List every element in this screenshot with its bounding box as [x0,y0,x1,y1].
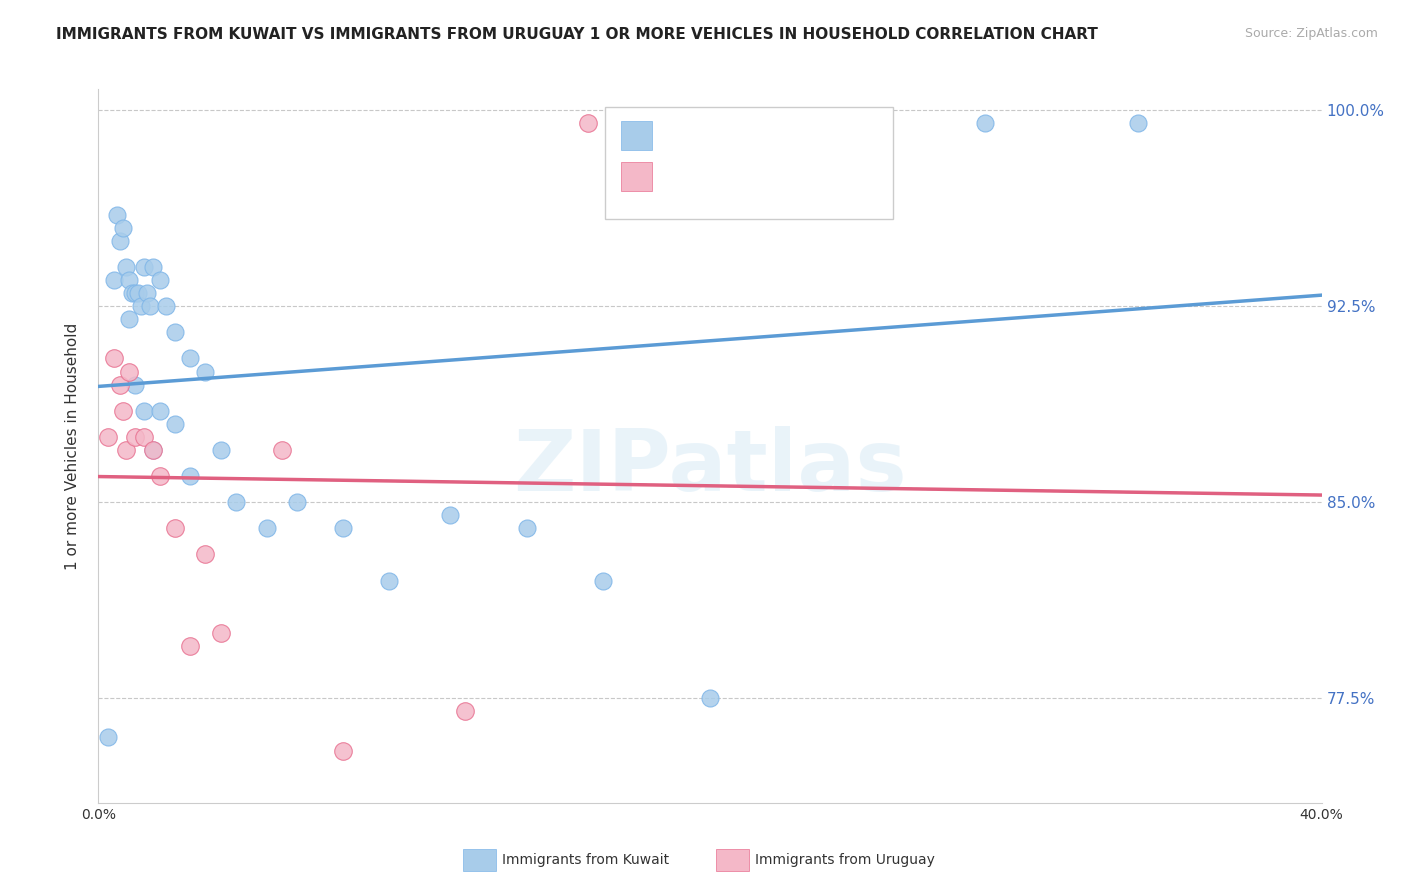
Point [115,442,138,457]
Point [118,273,141,287]
Point [149,403,172,417]
Y-axis label: 1 or more Vehicles in Household: 1 or more Vehicles in Household [65,322,80,570]
Point [149,273,172,287]
Point [225,495,247,509]
Text: R = 0.525   N = 18: R = 0.525 N = 18 [659,165,844,183]
Point [163,326,186,340]
Point [179,351,201,366]
Point [516,521,538,535]
Point [127,286,149,301]
Point [111,220,134,235]
Point [149,469,172,483]
Point [103,351,125,366]
Point [134,430,156,444]
Point [332,521,354,535]
Point [134,260,156,274]
Text: R = 0.094   N = 40: R = 0.094 N = 40 [659,125,844,143]
Point [111,403,134,417]
Point [115,260,138,274]
Point [439,508,461,523]
Text: IMMIGRANTS FROM KUWAIT VS IMMIGRANTS FROM URUGUAY 1 OR MORE VEHICLES IN HOUSEHOL: IMMIGRANTS FROM KUWAIT VS IMMIGRANTS FRO… [56,27,1098,42]
Point [209,626,232,640]
Point [118,364,141,378]
Point [142,442,165,457]
Point [103,273,125,287]
Text: Immigrants from Kuwait: Immigrants from Kuwait [502,853,669,867]
Point [194,364,217,378]
Point [256,521,278,535]
Point [142,260,165,274]
Point [270,442,292,457]
Point [163,521,186,535]
Point [97,430,120,444]
Text: Source: ZipAtlas.com: Source: ZipAtlas.com [1244,27,1378,40]
Point [155,299,177,313]
Point [163,417,186,431]
Point [285,495,308,509]
Point [105,208,128,222]
Point [108,377,131,392]
Point [97,731,120,745]
Point [124,430,146,444]
Point [1128,116,1150,130]
Point [136,286,159,301]
Point [118,312,141,326]
Point [209,442,232,457]
Text: Immigrants from Uruguay: Immigrants from Uruguay [755,853,935,867]
Point [129,299,152,313]
Point [179,639,201,653]
Text: ZIPatlas: ZIPatlas [513,425,907,509]
Point [121,286,143,301]
Point [179,469,201,483]
Point [134,403,156,417]
Point [332,743,354,757]
Point [194,548,217,562]
Point [699,691,721,706]
Point [454,704,477,718]
Point [124,377,146,392]
Point [378,574,401,588]
Point [974,116,997,130]
Point [108,234,131,248]
Point [139,299,162,313]
Point [576,116,599,130]
Point [124,286,146,301]
Point [142,442,165,457]
Point [592,574,614,588]
